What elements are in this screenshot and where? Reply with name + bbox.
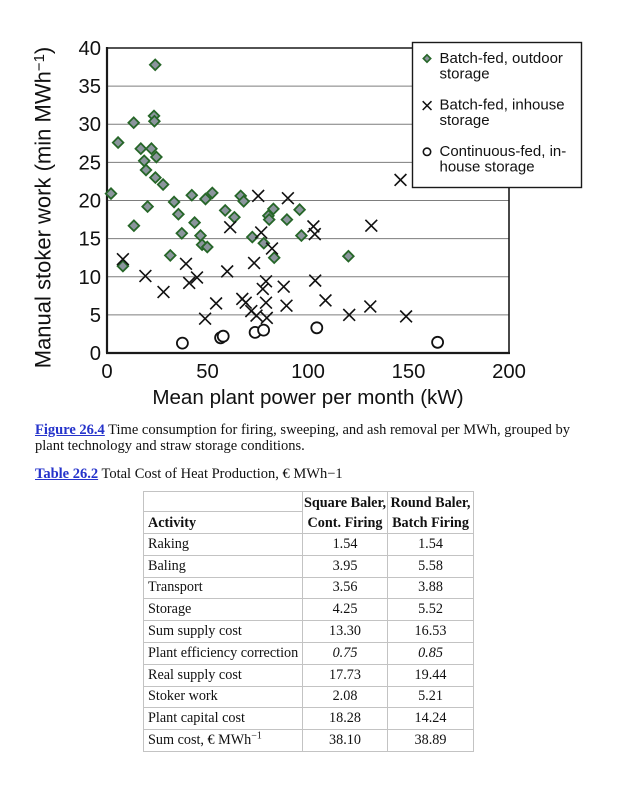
svg-text:35: 35 — [78, 76, 101, 98]
svg-text:15: 15 — [78, 229, 101, 251]
svg-text:Mean plant power per month (kW: Mean plant power per month (kW) — [152, 386, 463, 409]
svg-text:40: 40 — [78, 38, 101, 60]
svg-text:150: 150 — [392, 361, 426, 383]
svg-text:5: 5 — [90, 305, 101, 327]
svg-text:storage: storage — [440, 112, 490, 129]
svg-text:30: 30 — [78, 114, 101, 136]
svg-text:50: 50 — [196, 361, 219, 383]
svg-text:Manual stoker work (min MWh−1): Manual stoker work (min MWh−1) — [31, 47, 56, 369]
svg-text:Continuous-fed, in-: Continuous-fed, in- — [440, 143, 567, 160]
svg-text:0: 0 — [90, 343, 101, 365]
svg-text:house storage: house storage — [440, 159, 535, 176]
svg-text:Batch-fed, outdoor: Batch-fed, outdoor — [440, 50, 563, 67]
svg-text:10: 10 — [78, 267, 101, 289]
svg-text:0: 0 — [101, 361, 112, 383]
svg-text:200: 200 — [492, 361, 526, 383]
svg-text:25: 25 — [78, 152, 101, 174]
svg-text:storage: storage — [440, 66, 490, 83]
svg-text:Batch-fed, inhouse: Batch-fed, inhouse — [440, 97, 565, 114]
svg-text:100: 100 — [291, 361, 325, 383]
svg-text:20: 20 — [78, 191, 101, 213]
